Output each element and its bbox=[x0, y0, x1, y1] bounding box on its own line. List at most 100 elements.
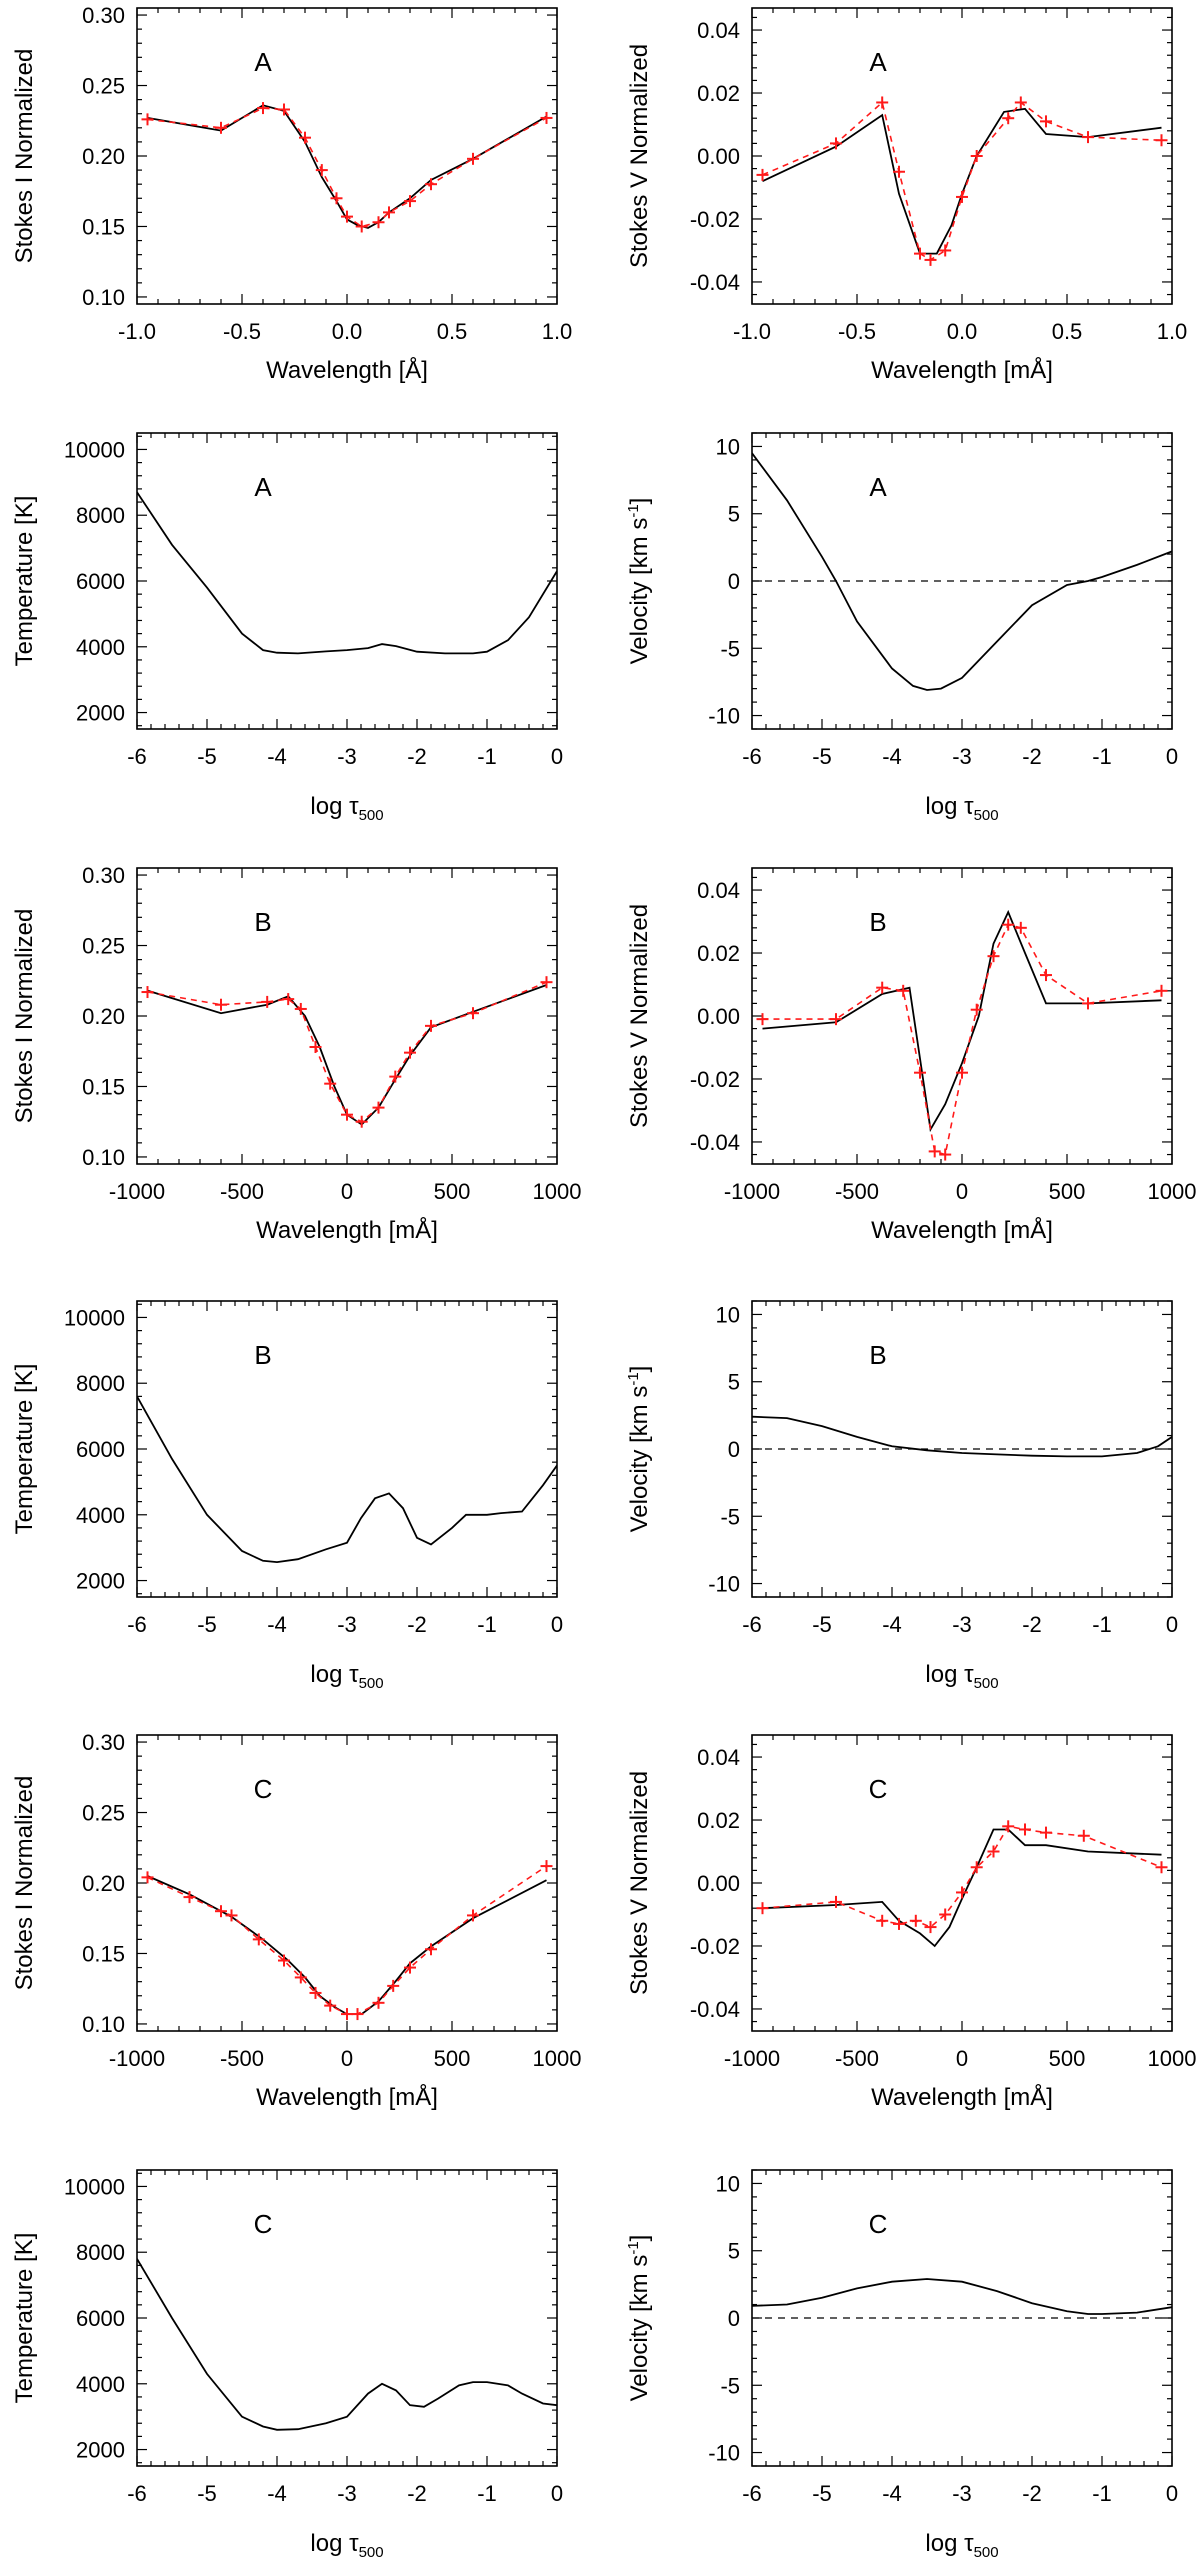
x-tick-label: 0 bbox=[1166, 2481, 1178, 2506]
x-axis-label: Wavelength [mÅ] bbox=[871, 2083, 1053, 2111]
observed-point bbox=[1002, 112, 1015, 125]
x-axis-label-subscript: 500 bbox=[359, 1675, 384, 1692]
x-axis-label-subscript: 500 bbox=[974, 2544, 999, 2561]
observed-point bbox=[830, 1895, 842, 1908]
x-tick-label: -5 bbox=[197, 744, 217, 769]
x-tick-label: 1000 bbox=[533, 1179, 582, 1204]
x-tick-label: -5 bbox=[197, 2481, 217, 2506]
plot-frame bbox=[136, 1300, 558, 1598]
plot-frame bbox=[136, 7, 558, 305]
series-line-fit bbox=[762, 107, 1162, 255]
x-axis-label-subscript: 500 bbox=[359, 2544, 384, 2561]
x-tick-label: -2 bbox=[1022, 1612, 1042, 1637]
x-tick-label: -500 bbox=[220, 1179, 264, 1204]
observed-point bbox=[914, 247, 926, 260]
observed-point bbox=[970, 1861, 983, 1874]
observed-point bbox=[1014, 921, 1027, 934]
plot-frame bbox=[136, 432, 558, 730]
y-tick-label: 0.02 bbox=[697, 81, 740, 106]
panel-title: C bbox=[869, 1774, 888, 1804]
y-tick-label: 2000 bbox=[76, 1569, 125, 1594]
y-tick-label: 0.10 bbox=[82, 2012, 125, 2037]
y-tick-label: 0.25 bbox=[82, 74, 125, 99]
observed-point bbox=[372, 216, 385, 229]
observed-point bbox=[987, 1845, 1000, 1858]
observed-point bbox=[330, 192, 343, 205]
y-tick-label: 10000 bbox=[64, 437, 125, 462]
panel-title: B bbox=[869, 1340, 886, 1370]
y-axis-label: Stokes V Normalized bbox=[626, 904, 653, 1128]
observed-point bbox=[141, 1871, 154, 1884]
x-tick-label: 0 bbox=[956, 2046, 968, 2071]
y-tick-label: 0.00 bbox=[697, 144, 740, 169]
y-tick-label: 8000 bbox=[76, 1371, 125, 1396]
panel-C-stokes-I: -1000 -500 0 500 1000 0.10 0.15 0.20 0.25 0.30 C Wa… bbox=[11, 1730, 581, 2111]
x-axis-label: Wavelength [mÅ] bbox=[871, 356, 1053, 384]
series-line-velocity bbox=[752, 2278, 1172, 2315]
y-tick-label: -0.02 bbox=[690, 207, 740, 232]
observed-point bbox=[909, 1914, 922, 1927]
observed-point bbox=[914, 1066, 926, 1079]
series-line-fit bbox=[147, 984, 547, 1126]
observed-point bbox=[1040, 1826, 1052, 1839]
y-tick-label: 0.20 bbox=[82, 1004, 125, 1029]
observed-point bbox=[324, 1999, 337, 2012]
y-tick-label: -5 bbox=[720, 2373, 740, 2398]
series-line-fit bbox=[762, 909, 1162, 1133]
x-tick-label: -6 bbox=[127, 2481, 147, 2506]
y-tick-label: 6000 bbox=[76, 569, 125, 594]
observed-point bbox=[404, 1046, 416, 1059]
x-tick-label: -4 bbox=[267, 2481, 287, 2506]
panel-title: A bbox=[869, 47, 887, 77]
x-tick-label: 0 bbox=[956, 1179, 968, 1204]
observed-point bbox=[1077, 1829, 1090, 1842]
panel-A-stokes-I: -1.0 -0.5 0.0 0.5 1.0 0.10 0.15 0.20 0.25 0.30 A Wa… bbox=[11, 3, 572, 384]
observed-point bbox=[1082, 131, 1094, 144]
y-tick-label: 0 bbox=[728, 2306, 740, 2331]
x-tick-label: 0 bbox=[551, 2481, 563, 2506]
x-tick-label: -5 bbox=[812, 744, 832, 769]
observed-point bbox=[261, 995, 274, 1008]
observed-point bbox=[372, 1996, 385, 2009]
panel-title: A bbox=[254, 472, 272, 502]
observed-point bbox=[425, 1019, 437, 1032]
x-tick-label: -500 bbox=[835, 1179, 879, 1204]
x-tick-label: 0 bbox=[551, 1612, 563, 1637]
x-tick-label: 1000 bbox=[1148, 1179, 1197, 1204]
observed-point bbox=[970, 150, 983, 162]
observed-point bbox=[1155, 1861, 1168, 1874]
observed-point bbox=[956, 1886, 968, 1899]
x-tick-label: 0 bbox=[341, 2046, 353, 2071]
observed-point bbox=[939, 1908, 952, 1921]
observed-point bbox=[540, 1860, 553, 1873]
y-tick-label: 4000 bbox=[76, 635, 125, 660]
observed-point bbox=[1082, 997, 1094, 1010]
x-tick-label: 0 bbox=[551, 744, 563, 769]
x-axis-label: log τ500 bbox=[310, 1661, 383, 1692]
x-axis-label-subscript: 500 bbox=[974, 807, 999, 824]
observed-point bbox=[404, 195, 416, 208]
observed-point bbox=[355, 1115, 368, 1128]
observed-point bbox=[756, 1902, 769, 1915]
x-axis-label-text: log τ bbox=[925, 1661, 974, 1688]
observed-point bbox=[939, 1148, 952, 1161]
x-tick-label: -6 bbox=[127, 1612, 147, 1637]
y-tick-label: -10 bbox=[708, 2441, 740, 2466]
y-tick-label: -5 bbox=[720, 636, 740, 661]
y-axis-label: Stokes V Normalized bbox=[626, 1771, 653, 1995]
y-tick-label: 0.25 bbox=[82, 1801, 125, 1826]
series-line-temperature bbox=[137, 1395, 557, 1564]
x-tick-label: -5 bbox=[197, 1612, 217, 1637]
y-axis-label: Stokes I Normalized bbox=[11, 1776, 38, 1991]
series-line-temperature bbox=[137, 491, 557, 655]
x-tick-label: -2 bbox=[407, 744, 427, 769]
y-tick-label: 0.30 bbox=[82, 3, 125, 28]
y-tick-label: 0.10 bbox=[82, 285, 125, 310]
x-axis-label-text: log τ bbox=[310, 793, 359, 820]
y-tick-label: 6000 bbox=[76, 1437, 125, 1462]
y-tick-label: 5 bbox=[728, 2239, 740, 2264]
